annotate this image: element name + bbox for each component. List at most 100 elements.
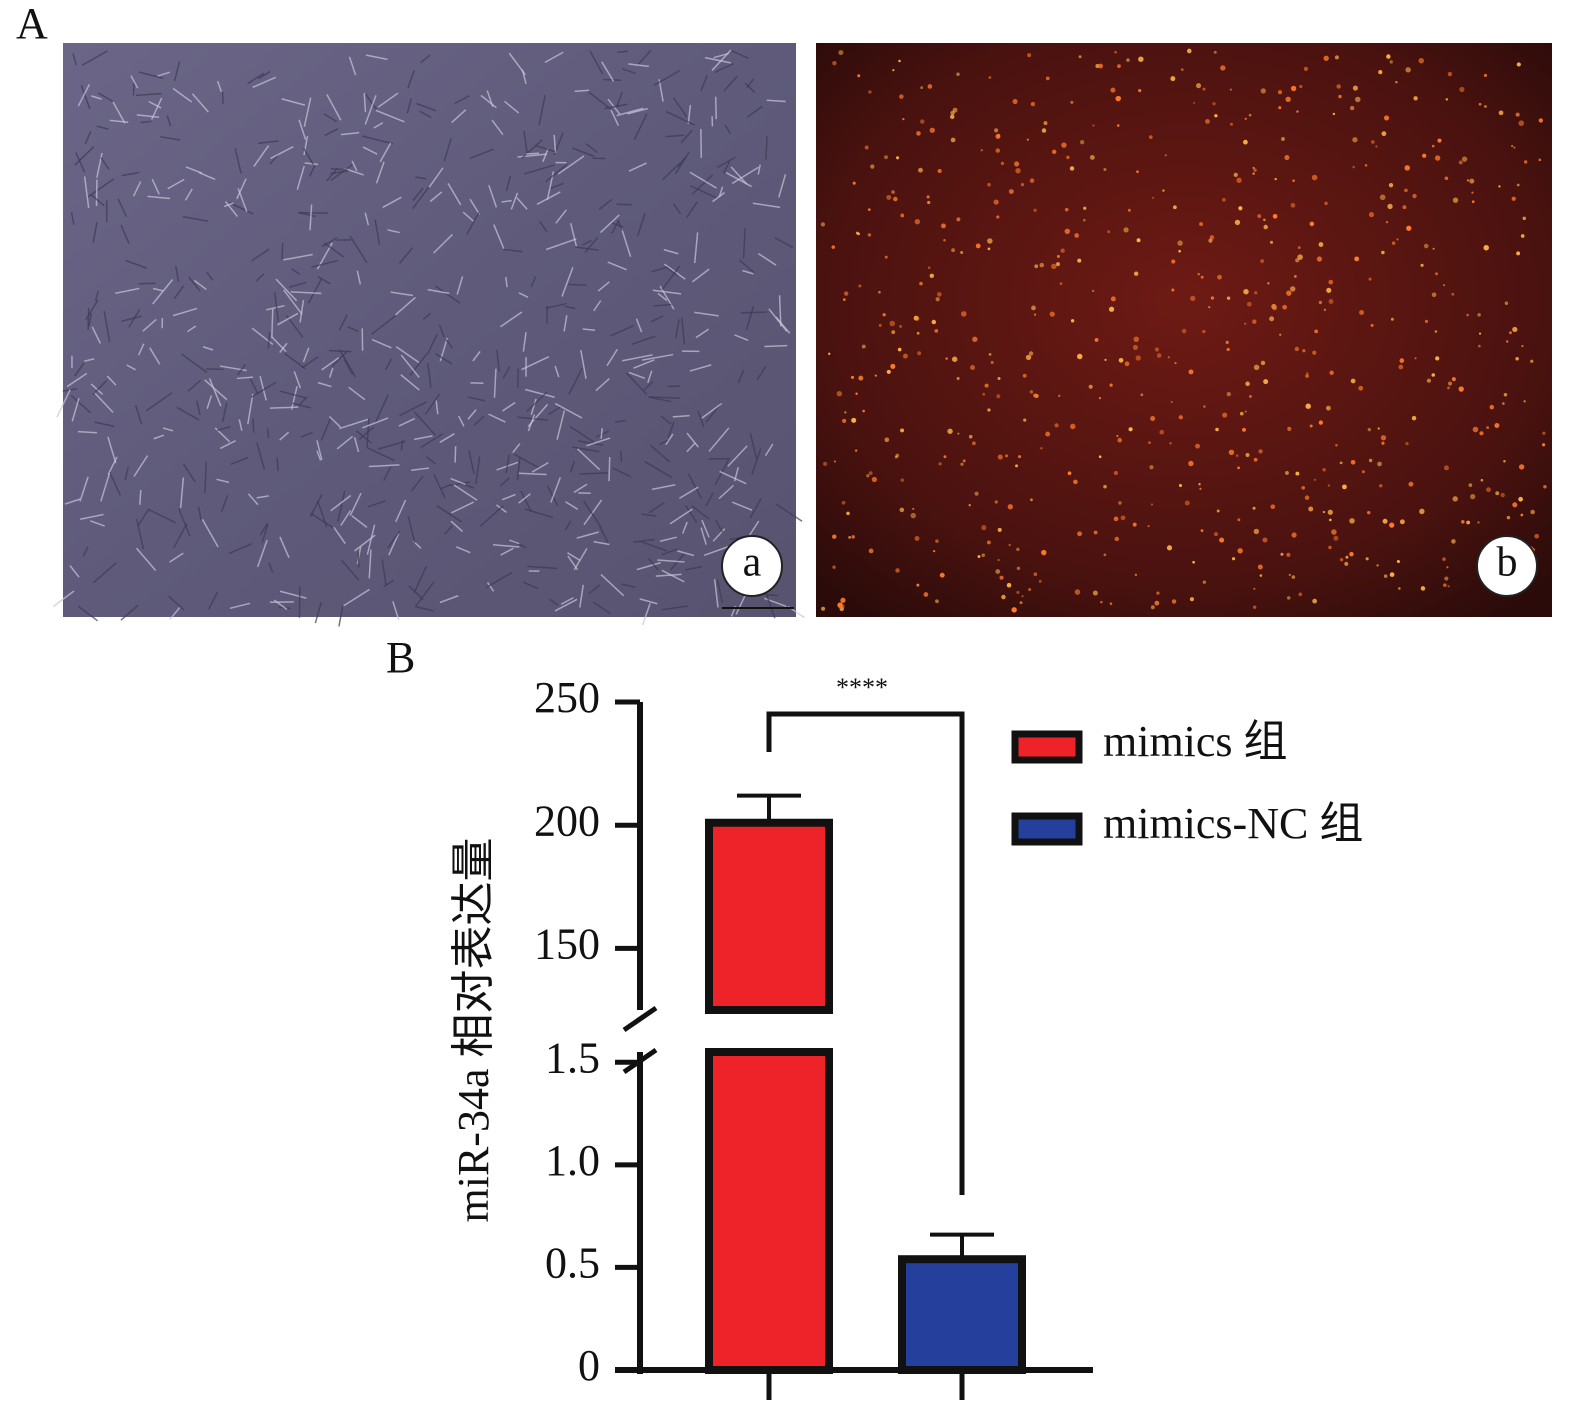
cell: [191, 93, 209, 113]
cell: [742, 228, 746, 259]
cell: [216, 80, 223, 93]
cell: [81, 50, 108, 66]
cell: [392, 601, 400, 621]
cell: [637, 49, 652, 65]
cell: [685, 201, 698, 219]
cell: [270, 145, 294, 160]
cell: [1001, 594, 1006, 600]
cell: [694, 311, 719, 317]
cell: [379, 142, 392, 163]
cell: [1331, 529, 1337, 535]
cell: [1190, 295, 1196, 301]
cell: [1263, 379, 1269, 385]
cell: [607, 261, 627, 271]
cell: [1480, 478, 1484, 482]
cell: [79, 476, 89, 502]
cell: [135, 518, 145, 550]
cell: [462, 211, 475, 222]
cell: [1267, 282, 1270, 285]
cell: [1318, 300, 1323, 305]
cell: [56, 389, 71, 418]
cell: [184, 188, 193, 201]
cell: [882, 313, 886, 317]
cell: [1327, 484, 1331, 487]
cell: [1020, 183, 1025, 187]
cell: [910, 512, 916, 519]
cell: [832, 60, 837, 66]
cell: [842, 418, 847, 423]
cell: [1382, 518, 1388, 524]
cell: [945, 357, 948, 360]
cell: [938, 462, 942, 466]
cell: [575, 246, 599, 251]
cell: [1058, 394, 1061, 398]
cell: [1107, 230, 1111, 234]
cell: [1287, 426, 1292, 431]
cell: [986, 540, 991, 545]
cell: [283, 253, 313, 261]
cell: [121, 171, 140, 177]
cell: [77, 430, 97, 434]
cell: [480, 94, 497, 109]
cell: [1170, 76, 1176, 82]
cell: [361, 135, 394, 145]
cell: [384, 358, 393, 370]
cell: [202, 346, 214, 351]
cell: [661, 548, 679, 556]
cell: [1477, 313, 1481, 317]
cell: [1426, 378, 1432, 383]
cell: [1398, 364, 1404, 370]
cell: [374, 219, 381, 245]
cell: [1030, 101, 1036, 107]
cell: [1103, 484, 1107, 489]
cell: [977, 555, 981, 558]
cell: [1132, 344, 1138, 350]
cell: [125, 259, 148, 269]
cell: [1523, 400, 1526, 403]
cell: [1447, 381, 1453, 386]
panel-label: A: [16, 0, 48, 48]
cell: [662, 162, 681, 181]
cell: [416, 102, 437, 112]
cell: [499, 477, 510, 487]
cell: [495, 504, 507, 513]
cell: [1064, 207, 1069, 212]
cell: [1064, 228, 1071, 235]
cell: [1074, 589, 1081, 595]
cell: [1447, 71, 1453, 77]
cell: [207, 591, 219, 610]
cell: [1252, 166, 1255, 170]
cell: [1120, 515, 1126, 521]
cell: [713, 579, 719, 608]
cell: [636, 561, 662, 571]
cell: [503, 100, 520, 114]
cell: [1419, 508, 1425, 515]
cell: [234, 147, 242, 174]
cell: [1323, 308, 1327, 311]
cell: [348, 56, 357, 76]
cell: [293, 371, 302, 389]
cell: [410, 475, 424, 492]
cell: [326, 94, 342, 121]
cell: [1538, 158, 1542, 162]
cell: [957, 432, 960, 435]
cell: [427, 363, 432, 388]
cell: [661, 265, 681, 290]
cell: [496, 349, 501, 373]
cell: [175, 265, 180, 282]
cell: [1244, 117, 1247, 120]
cell: [1219, 537, 1225, 543]
cell: [310, 512, 336, 531]
cell: [1092, 124, 1095, 127]
cell: [610, 109, 620, 126]
cell: [412, 186, 430, 210]
cell: [778, 174, 787, 198]
cell: [642, 353, 674, 361]
cell: [1515, 112, 1520, 117]
cell: [716, 579, 724, 603]
cell: [1538, 118, 1544, 123]
cell: [1299, 84, 1303, 89]
cell: [929, 127, 935, 133]
cell: [1432, 247, 1435, 250]
cell: [690, 504, 710, 520]
